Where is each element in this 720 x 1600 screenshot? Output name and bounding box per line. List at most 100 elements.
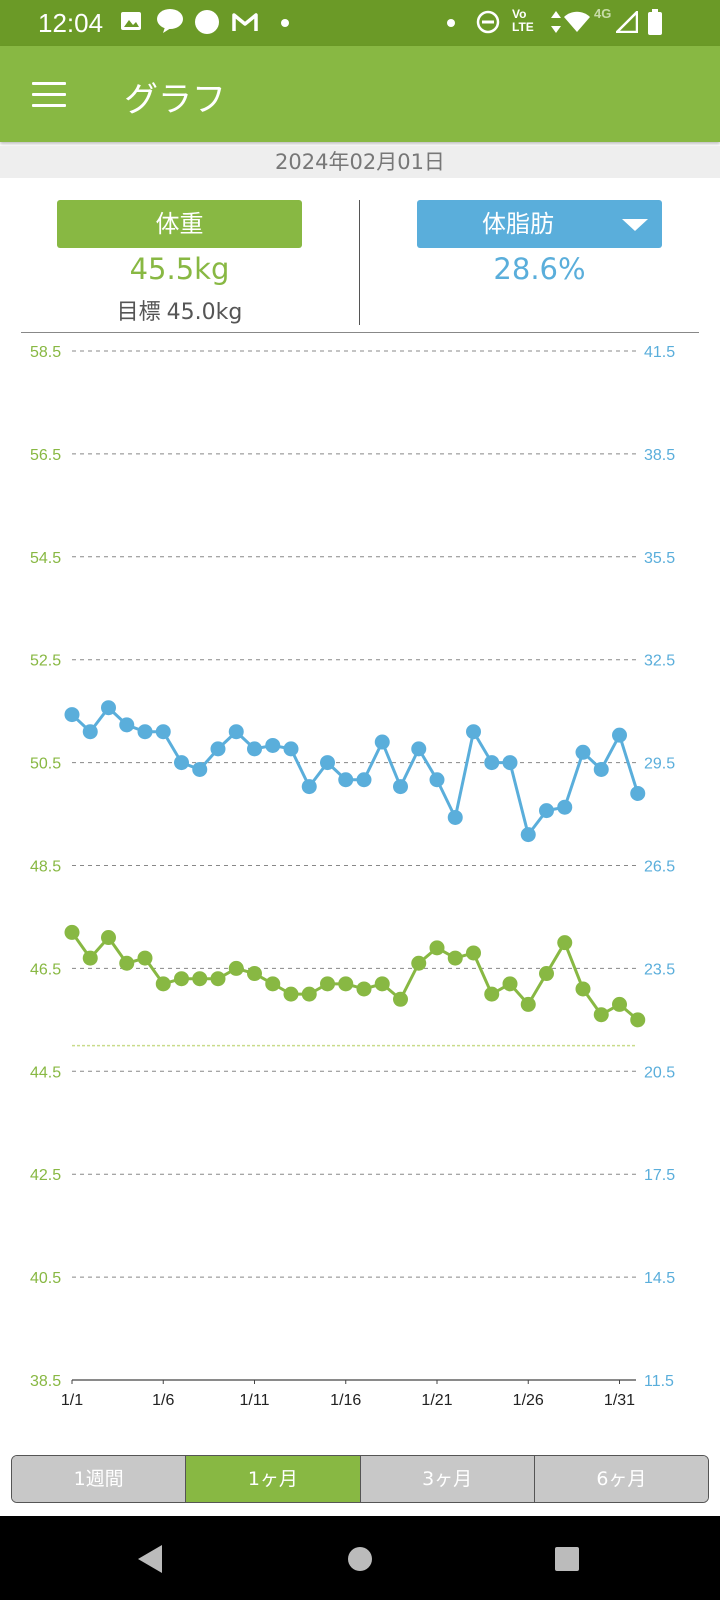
weight-data-point xyxy=(593,1007,609,1023)
weight-data-point xyxy=(247,966,262,982)
body-fat-data-point xyxy=(247,741,262,757)
hamburger-menu-icon[interactable] xyxy=(32,82,66,108)
y-left-tick-label: 50.5 xyxy=(30,756,61,773)
status-time: 12:04 xyxy=(38,8,104,38)
body-fat-data-point xyxy=(484,755,500,771)
period-tab[interactable]: 6ヶ月 xyxy=(534,1456,708,1502)
body-fat-data-point xyxy=(539,803,554,819)
body-fat-data-point xyxy=(502,755,518,771)
y-left-tick-label: 40.5 xyxy=(30,1270,61,1287)
summary-panel: 体重 45.5kg 目標 45.0kg 体脂肪 28.6% xyxy=(0,180,720,332)
circle-notification-icon xyxy=(195,10,219,34)
body-fat-data-point xyxy=(411,741,427,757)
weight-data-point xyxy=(630,1012,646,1028)
gmail-icon xyxy=(232,13,258,31)
weight-data-point xyxy=(539,966,554,982)
weight-data-point xyxy=(119,955,135,971)
weight-data-point xyxy=(429,940,445,956)
weight-data-point xyxy=(320,976,335,992)
body-fat-series-line xyxy=(70,706,640,837)
weight-button[interactable]: 体重 xyxy=(57,200,302,248)
back-triangle-icon[interactable] xyxy=(136,1544,164,1574)
body-fat-data-point xyxy=(374,734,390,750)
x-tick-label: 1/31 xyxy=(604,1392,635,1409)
weight-data-point xyxy=(502,976,518,992)
weight-data-point xyxy=(484,986,500,1002)
weight-fat-chart: 58.5 41.5 56.5 38.5 54.5 35.5 52.5 32.5 50.5 29.5… xyxy=(30,344,675,1409)
y-right-tick-label: 20.5 xyxy=(644,1064,675,1081)
weight-data-point xyxy=(64,924,80,940)
period-tabs: 1週間 1ヶ月 3ヶ月 6ヶ月 xyxy=(11,1455,709,1503)
body-fat-data-point xyxy=(612,727,627,743)
body-fat-data-point xyxy=(575,744,591,760)
body-fat-data-point xyxy=(356,772,372,788)
weight-data-point xyxy=(174,971,189,987)
body-fat-data-point xyxy=(265,737,281,753)
body-fat-data-point xyxy=(429,772,445,788)
period-tab[interactable]: 1ヶ月 xyxy=(186,1456,361,1502)
weight-data-point xyxy=(356,981,372,997)
x-tick-label: 1/21 xyxy=(421,1392,452,1409)
body-fat-data-point xyxy=(174,755,189,771)
weight-data-point xyxy=(411,955,427,971)
weight-goal: 目標 45.0kg xyxy=(57,294,302,326)
weight-data-point xyxy=(82,950,98,966)
y-right-tick-label: 29.5 xyxy=(644,756,675,773)
x-tick-label: 1/16 xyxy=(330,1392,361,1409)
weight-data-point xyxy=(393,991,408,1007)
x-tick-label: 1/26 xyxy=(513,1392,544,1409)
weight-data-point xyxy=(466,945,481,961)
body-fat-data-point xyxy=(320,755,335,771)
weight-data-point xyxy=(228,960,244,976)
body-fat-data-point xyxy=(119,717,135,733)
body-fat-data-point xyxy=(210,741,226,757)
chart-top-divider xyxy=(21,332,699,333)
weight-data-point xyxy=(265,976,281,992)
body-fat-data-point xyxy=(393,779,408,795)
do-not-disturb-icon xyxy=(476,10,500,34)
weight-data-point xyxy=(447,950,463,966)
x-tick-label: 1/1 xyxy=(61,1392,83,1409)
body-fat-data-point xyxy=(137,724,153,740)
body-fat-data-point xyxy=(101,700,116,716)
line-app-icon xyxy=(157,9,183,33)
data-arrows-icon xyxy=(551,11,561,33)
body-fat-data-point xyxy=(338,772,354,788)
period-tab[interactable]: 3ヶ月 xyxy=(360,1456,535,1502)
system-nav-bar xyxy=(0,1516,720,1600)
y-right-tick-label: 11.5 xyxy=(644,1373,674,1390)
y-left-tick-label: 58.5 xyxy=(30,344,61,361)
y-right-tick-label: 14.5 xyxy=(644,1270,675,1287)
x-tick-label: 1/6 xyxy=(152,1392,174,1409)
y-left-tick-label: 52.5 xyxy=(30,653,61,670)
weight-data-point xyxy=(283,986,299,1002)
weight-data-point xyxy=(575,981,591,997)
body-fat-dropdown[interactable]: 体脂肪 xyxy=(417,200,662,248)
body-fat-data-point xyxy=(155,724,171,740)
weight-data-point xyxy=(557,935,573,951)
y-right-tick-label: 17.5 xyxy=(644,1167,675,1184)
status-bar: 12:04 Vo LTE 4G xyxy=(0,0,720,46)
weight-data-point xyxy=(612,996,627,1012)
body-fat-data-point xyxy=(466,724,481,740)
image-icon xyxy=(121,12,141,30)
weight-data-point xyxy=(338,976,354,992)
y-right-tick-label: 38.5 xyxy=(644,447,675,464)
weight-value: 45.5kg xyxy=(129,252,230,286)
wifi-icon xyxy=(564,11,590,32)
weight-data-point xyxy=(301,986,317,1002)
y-right-tick-label: 26.5 xyxy=(644,859,675,876)
app-bar: グラフ xyxy=(0,46,720,142)
y-right-tick-label: 41.5 xyxy=(644,344,675,361)
page-title: グラフ xyxy=(124,80,226,120)
weight-data-point xyxy=(374,976,390,992)
body-fat-value: 28.6% xyxy=(493,252,586,286)
recents-square-icon[interactable] xyxy=(554,1546,580,1572)
body-fat-data-point xyxy=(520,827,536,843)
y-right-tick-label: 23.5 xyxy=(644,961,675,978)
body-fat-label: 体脂肪 xyxy=(482,210,554,238)
y-left-tick-label: 56.5 xyxy=(30,447,61,464)
x-tick-label: 1/11 xyxy=(240,1392,270,1409)
home-circle-icon[interactable] xyxy=(347,1546,373,1572)
period-tab[interactable]: 1週間 xyxy=(12,1456,187,1502)
